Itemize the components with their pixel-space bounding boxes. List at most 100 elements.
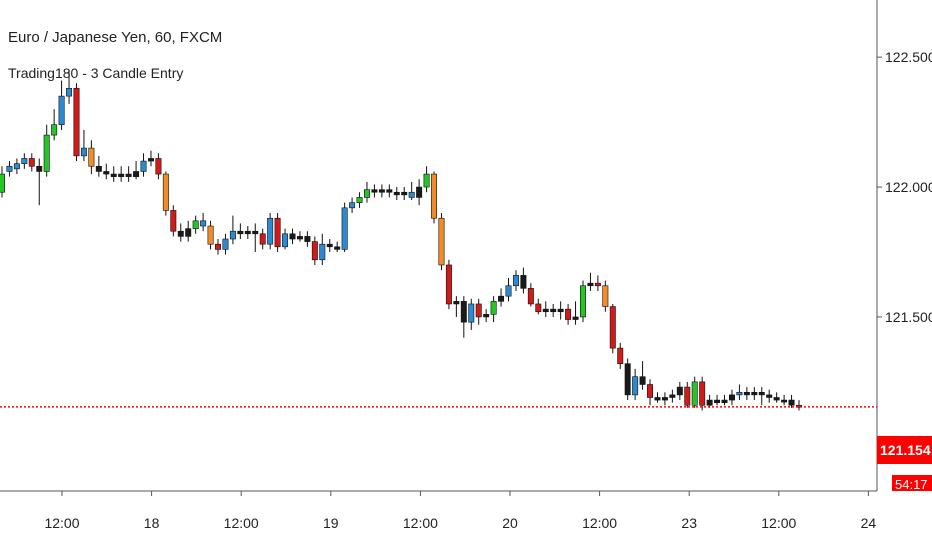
candle — [624, 358, 631, 401]
candle — [43, 124, 50, 177]
price-tag-value: 121.154 — [880, 442, 931, 458]
candle-body — [706, 399, 713, 406]
candle — [587, 272, 594, 291]
candle — [244, 226, 251, 240]
candle — [133, 161, 140, 180]
candle-body — [185, 228, 192, 237]
candle-body — [691, 381, 698, 406]
candle — [319, 233, 326, 265]
candle-body — [460, 301, 467, 323]
candle — [602, 280, 609, 312]
candle-body — [505, 285, 512, 297]
candle — [274, 213, 281, 252]
candle — [498, 288, 505, 307]
candle — [408, 181, 415, 201]
candle — [259, 228, 266, 250]
candle-body — [311, 241, 318, 261]
candle-body — [6, 165, 13, 172]
candle — [192, 215, 199, 234]
candle-body — [475, 303, 482, 318]
candle — [326, 239, 333, 252]
candle — [542, 301, 549, 317]
candle-body — [0, 173, 5, 193]
candle-body — [341, 207, 348, 250]
candle-body — [110, 173, 117, 177]
candle — [699, 376, 706, 411]
candle-body — [334, 246, 341, 250]
candle — [393, 187, 400, 201]
candle-body — [95, 165, 102, 172]
candle — [36, 158, 43, 206]
candle-body — [788, 399, 795, 406]
candle-body — [133, 171, 140, 177]
candle — [617, 342, 624, 369]
candle-body — [103, 171, 110, 175]
candle-body — [21, 158, 28, 164]
candle — [363, 181, 370, 203]
candle-body — [274, 217, 281, 248]
candle-body — [118, 173, 125, 177]
candle-body — [639, 376, 646, 385]
candle — [684, 381, 691, 408]
candle — [215, 239, 221, 255]
candle — [349, 197, 356, 214]
candle-body — [401, 191, 408, 196]
candle — [743, 387, 750, 401]
candle-body — [438, 217, 445, 266]
candle-body — [490, 301, 497, 315]
candle — [721, 394, 728, 406]
candle — [520, 267, 527, 294]
candle-body — [289, 233, 296, 240]
candle-body — [162, 173, 169, 211]
candle — [728, 389, 735, 406]
candle-body — [766, 394, 773, 398]
candle — [6, 161, 13, 177]
candle-body — [177, 230, 184, 237]
candle-body — [714, 399, 721, 403]
candle-body — [483, 314, 490, 318]
candle-body — [73, 88, 80, 157]
candle — [110, 166, 117, 182]
candle — [647, 379, 654, 406]
candle — [661, 392, 668, 406]
candle — [125, 166, 132, 182]
candle — [565, 303, 572, 325]
candle-body — [647, 384, 654, 398]
candle-body — [267, 217, 274, 245]
candle — [58, 80, 65, 130]
candle — [267, 213, 274, 250]
candle-body — [356, 197, 363, 203]
candle-body — [602, 285, 609, 307]
candle-body — [140, 160, 147, 172]
candle-body — [609, 306, 616, 349]
candle — [527, 283, 534, 307]
candle — [766, 389, 773, 403]
candle-body — [743, 391, 750, 396]
x-axis-ticks: 12:00 18 12:00 19 12:00 20 12:00 23 12:00 24 — [44, 491, 876, 531]
candle — [140, 153, 147, 177]
candle-body — [416, 186, 423, 198]
candle — [572, 301, 579, 325]
x-tick-label: 12:00 — [403, 515, 438, 531]
candle-body — [222, 238, 229, 250]
candle — [505, 277, 512, 302]
candle — [80, 129, 87, 162]
candle-body — [520, 275, 527, 289]
candle-body — [125, 173, 132, 177]
candle-body — [393, 191, 400, 196]
candle-body — [728, 394, 735, 401]
x-tick-label: 23 — [681, 515, 697, 531]
candle-body — [676, 386, 683, 396]
candle — [162, 171, 169, 216]
candle — [676, 381, 683, 401]
candle — [103, 163, 110, 180]
candle-body — [66, 88, 73, 97]
candle-body — [773, 397, 780, 401]
candle — [475, 298, 482, 325]
candle — [304, 231, 311, 247]
candle-body — [363, 189, 370, 198]
price-tag — [877, 436, 932, 464]
chart-title: Euro / Japanese Yen, 60, FXCM — [8, 29, 222, 46]
